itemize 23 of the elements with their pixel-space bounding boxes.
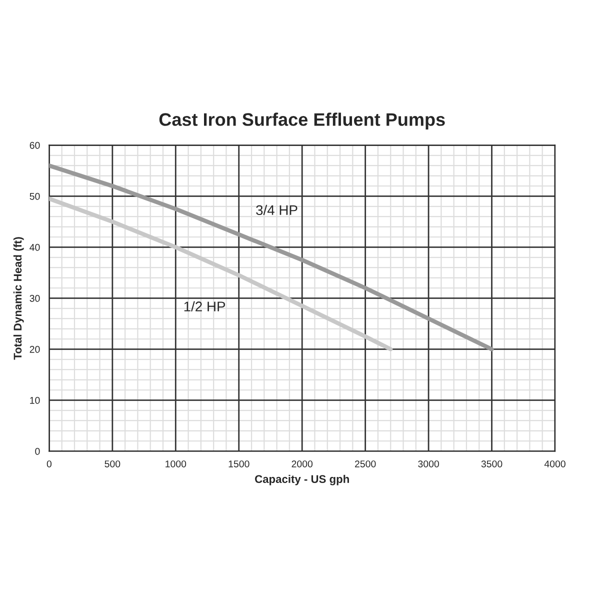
x-tick-label: 500 [104,460,120,468]
y-tick-label: 10 [30,396,40,404]
x-tick-label: 0 [46,460,52,468]
y-tick-label: 50 [30,192,40,200]
y-tick-label: 30 [30,294,40,302]
x-tick-label: 2000 [292,460,313,468]
y-tick-label: 0 [35,448,40,455]
y-tick-label: 60 [30,142,40,149]
x-tick-label: 4000 [544,460,566,468]
series-label: 3/4 HP [256,204,298,216]
y-tick-label: 40 [30,244,40,251]
x-tick-label: 3500 [481,460,502,468]
line-series [49,196,393,352]
x-tick-label: 1500 [228,460,250,468]
chart-title: Cast Iron Surface Effluent Pumps [159,112,445,130]
y-tick-label: 20 [30,346,40,353]
text: 1/2 HP [184,301,226,312]
x-tick-label: 1000 [166,460,186,468]
y-axis-title: Total Dynamic Head (ft) [13,237,24,360]
x-tick-label: 3000 [418,460,439,468]
x-tick-label: 2500 [355,460,376,468]
line-series [49,164,494,352]
x-axis-title: Capacity - US gph [255,474,349,486]
